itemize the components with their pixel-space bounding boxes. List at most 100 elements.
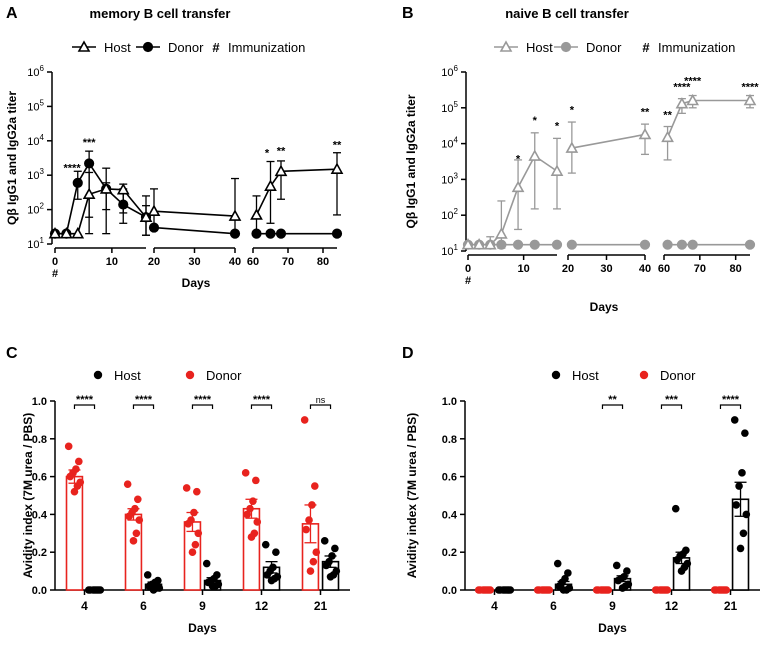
data-point bbox=[252, 476, 260, 485]
significance-label: **** bbox=[76, 394, 94, 406]
panel-letter-d: D bbox=[402, 345, 414, 362]
y-tick-label: 0.6 bbox=[32, 472, 47, 484]
data-point bbox=[539, 586, 548, 594]
axes: 101 102 103 104 105 106 0 10 20 30 40 60 70 80 # bbox=[441, 64, 750, 287]
data-point bbox=[247, 533, 256, 541]
data-point bbox=[139, 210, 153, 223]
x-tick-label: 30 bbox=[188, 256, 200, 268]
legend-marker: # bbox=[642, 40, 650, 55]
significance-label: ** bbox=[641, 107, 650, 119]
bracket-line bbox=[660, 404, 683, 409]
series-host bbox=[468, 94, 754, 249]
y-tick-label: 106 bbox=[27, 64, 44, 79]
data-point bbox=[472, 238, 486, 250]
significance-label: * bbox=[265, 147, 270, 159]
data-point bbox=[311, 482, 319, 490]
data-point bbox=[243, 510, 251, 519]
data-point bbox=[495, 227, 508, 239]
x-tick-label: 0 bbox=[52, 256, 58, 268]
data-point bbox=[306, 567, 315, 575]
data-point bbox=[614, 576, 622, 585]
legend: Host Donor # Immunization bbox=[494, 40, 735, 55]
significance-label: ** bbox=[333, 139, 342, 151]
immunization-mark: # bbox=[52, 268, 58, 280]
bracket-line bbox=[601, 404, 624, 409]
data-point bbox=[184, 520, 192, 528]
data-point bbox=[118, 199, 129, 210]
significance-label: **** bbox=[684, 75, 702, 87]
y-tick-label: 101 bbox=[27, 236, 44, 251]
data-point bbox=[134, 495, 142, 504]
data-point bbox=[99, 182, 113, 194]
data-point bbox=[241, 469, 250, 477]
data-point bbox=[598, 586, 607, 594]
data-point bbox=[193, 487, 201, 496]
legend-label: Immunization bbox=[658, 40, 735, 55]
significance-bracket: *** bbox=[660, 394, 683, 409]
x-tick-label: 0 bbox=[465, 263, 471, 275]
x-tick-label: 4 bbox=[491, 599, 498, 613]
x-tick-label: 9 bbox=[609, 599, 616, 613]
y-tick-label: 0.8 bbox=[32, 434, 47, 446]
data-point bbox=[742, 510, 751, 519]
data-point bbox=[129, 537, 138, 545]
markers-host bbox=[48, 162, 344, 239]
x-axis-label: Days bbox=[182, 276, 211, 290]
data-point bbox=[125, 512, 133, 521]
x-tick-label: 20 bbox=[148, 256, 160, 268]
significance-label: **** bbox=[741, 82, 759, 94]
y-tick-label: 0.8 bbox=[442, 434, 457, 446]
data-point bbox=[499, 40, 513, 52]
data-point bbox=[511, 180, 525, 193]
data-point bbox=[730, 416, 739, 424]
significance-label: **** bbox=[64, 162, 82, 174]
data-point bbox=[48, 226, 62, 239]
data-point bbox=[687, 239, 698, 250]
series-line bbox=[571, 133, 646, 149]
bracket-line bbox=[132, 404, 155, 409]
bracket-line bbox=[309, 404, 332, 409]
significance-bracket: **** bbox=[191, 394, 214, 409]
data-point bbox=[565, 141, 579, 153]
legend-label: Host bbox=[114, 368, 141, 383]
y-tick-label: 104 bbox=[27, 133, 44, 148]
data-point bbox=[639, 239, 651, 250]
x-tick-label: 60 bbox=[658, 263, 670, 275]
legend: Host Donor bbox=[551, 368, 696, 383]
data-point bbox=[116, 183, 130, 195]
data-point bbox=[182, 484, 191, 492]
data-point bbox=[263, 571, 271, 579]
series-donor bbox=[55, 150, 337, 236]
data-point bbox=[322, 561, 330, 570]
x-tick-label: 20 bbox=[562, 263, 574, 275]
legend-label: Immunization bbox=[228, 40, 305, 55]
axes: 0.0 0.2 0.4 0.6 0.8 1.0 4 6 9 12 21 bbox=[32, 396, 350, 613]
data-point bbox=[612, 561, 621, 570]
series-line bbox=[255, 168, 338, 216]
x-tick-label: 40 bbox=[639, 263, 651, 275]
data-point bbox=[623, 567, 631, 575]
data-point bbox=[191, 540, 200, 549]
panel-letter-a: A bbox=[6, 5, 18, 22]
y-axis-label: Qβ IgG1 and IgG2a titer bbox=[5, 91, 19, 225]
series-host bbox=[494, 416, 751, 594]
series-line bbox=[153, 226, 236, 235]
x-axis-label: Days bbox=[188, 621, 217, 635]
y-tick-label: 0.6 bbox=[442, 472, 457, 484]
panel-a-titer-chart: 101 102 103 104 105 106 0 10 20 30 40 60 70 80 # Days Qβ… bbox=[5, 6, 344, 290]
y-tick-label: 104 bbox=[441, 136, 458, 151]
data-point bbox=[84, 158, 95, 169]
data-point bbox=[743, 93, 757, 106]
significance-label: *** bbox=[665, 394, 679, 406]
data-point bbox=[744, 239, 756, 250]
legend-label: Donor bbox=[586, 40, 622, 55]
significance-bracket: **** bbox=[132, 394, 155, 409]
x-axis-label: Days bbox=[590, 300, 619, 314]
data-point bbox=[528, 149, 542, 161]
significance-label: **** bbox=[194, 394, 212, 406]
data-point bbox=[673, 555, 681, 564]
data-point bbox=[147, 204, 161, 216]
data-point bbox=[320, 537, 329, 545]
data-point bbox=[480, 586, 489, 594]
data-point bbox=[142, 41, 154, 53]
